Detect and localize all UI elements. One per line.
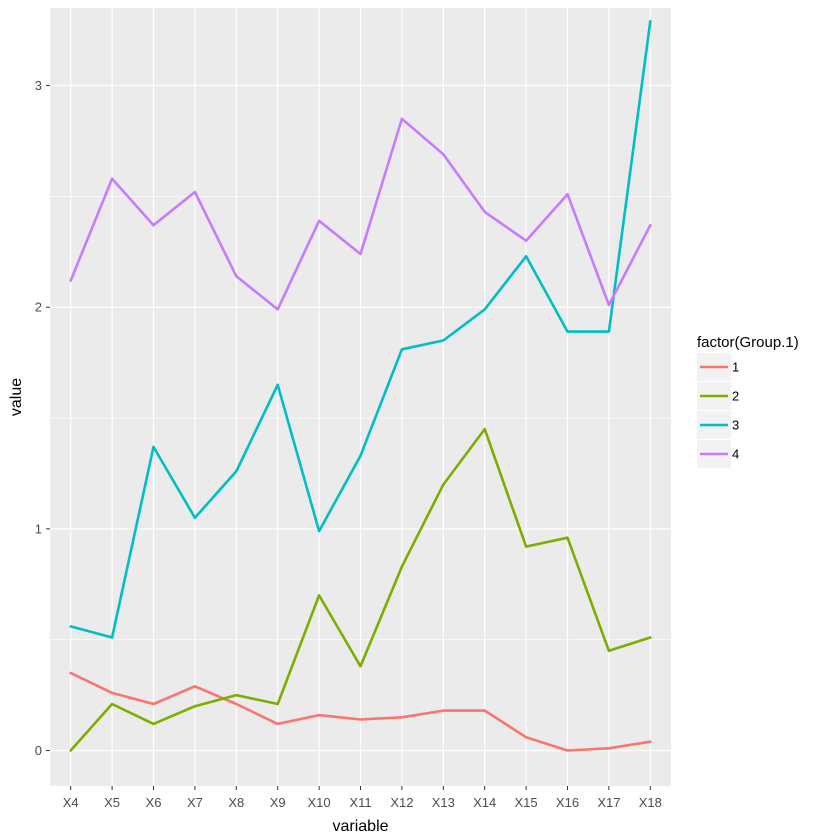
series-lines bbox=[69, 19, 652, 752]
legend-label: 3 bbox=[732, 418, 739, 433]
y-axis-title: value bbox=[8, 378, 25, 416]
legend-label: 1 bbox=[732, 360, 739, 375]
x-tick-label: X5 bbox=[104, 795, 120, 810]
x-tick-label: X6 bbox=[146, 795, 162, 810]
y-tick-label: 1 bbox=[35, 521, 42, 536]
legend-title: factor(Group.1) bbox=[697, 334, 799, 351]
x-tick-label: X11 bbox=[349, 795, 371, 810]
series-line-4 bbox=[69, 117, 652, 311]
x-tick-label: X12 bbox=[390, 795, 413, 810]
x-tick-label: X4 bbox=[63, 795, 79, 810]
series-line-3 bbox=[69, 19, 652, 639]
x-tick-label: X14 bbox=[473, 795, 496, 810]
series-line-1 bbox=[69, 671, 652, 752]
x-tick-label: X16 bbox=[556, 795, 579, 810]
series-line-2 bbox=[69, 427, 652, 752]
major-gridlines bbox=[50, 8, 671, 786]
x-tick-label: X10 bbox=[308, 795, 331, 810]
x-tick-label: X17 bbox=[597, 795, 620, 810]
x-tick-label: X15 bbox=[515, 795, 538, 810]
y-axis: 0 1 2 3 bbox=[35, 78, 50, 758]
x-tick-label: X18 bbox=[639, 795, 662, 810]
x-tick-label: X7 bbox=[187, 795, 203, 810]
legend-items: 1 2 3 4 bbox=[697, 353, 739, 468]
x-tick-label: X13 bbox=[432, 795, 455, 810]
x-axis: X4 X5 X6 X7 X8 X9 X10 X11 X12 X13 X14 X15 X16 X17 X18 bbox=[63, 786, 662, 810]
x-tick-label: X9 bbox=[270, 795, 286, 810]
legend: factor(Group.1) 1 2 3 4 bbox=[697, 334, 799, 468]
y-tick-label: 0 bbox=[35, 743, 42, 758]
legend-label: 2 bbox=[732, 389, 739, 404]
y-tick-label: 3 bbox=[35, 78, 42, 93]
x-tick-label: X8 bbox=[228, 795, 244, 810]
x-axis-title: variable bbox=[332, 818, 388, 835]
y-tick-label: 2 bbox=[35, 300, 42, 315]
legend-label: 4 bbox=[732, 447, 739, 462]
